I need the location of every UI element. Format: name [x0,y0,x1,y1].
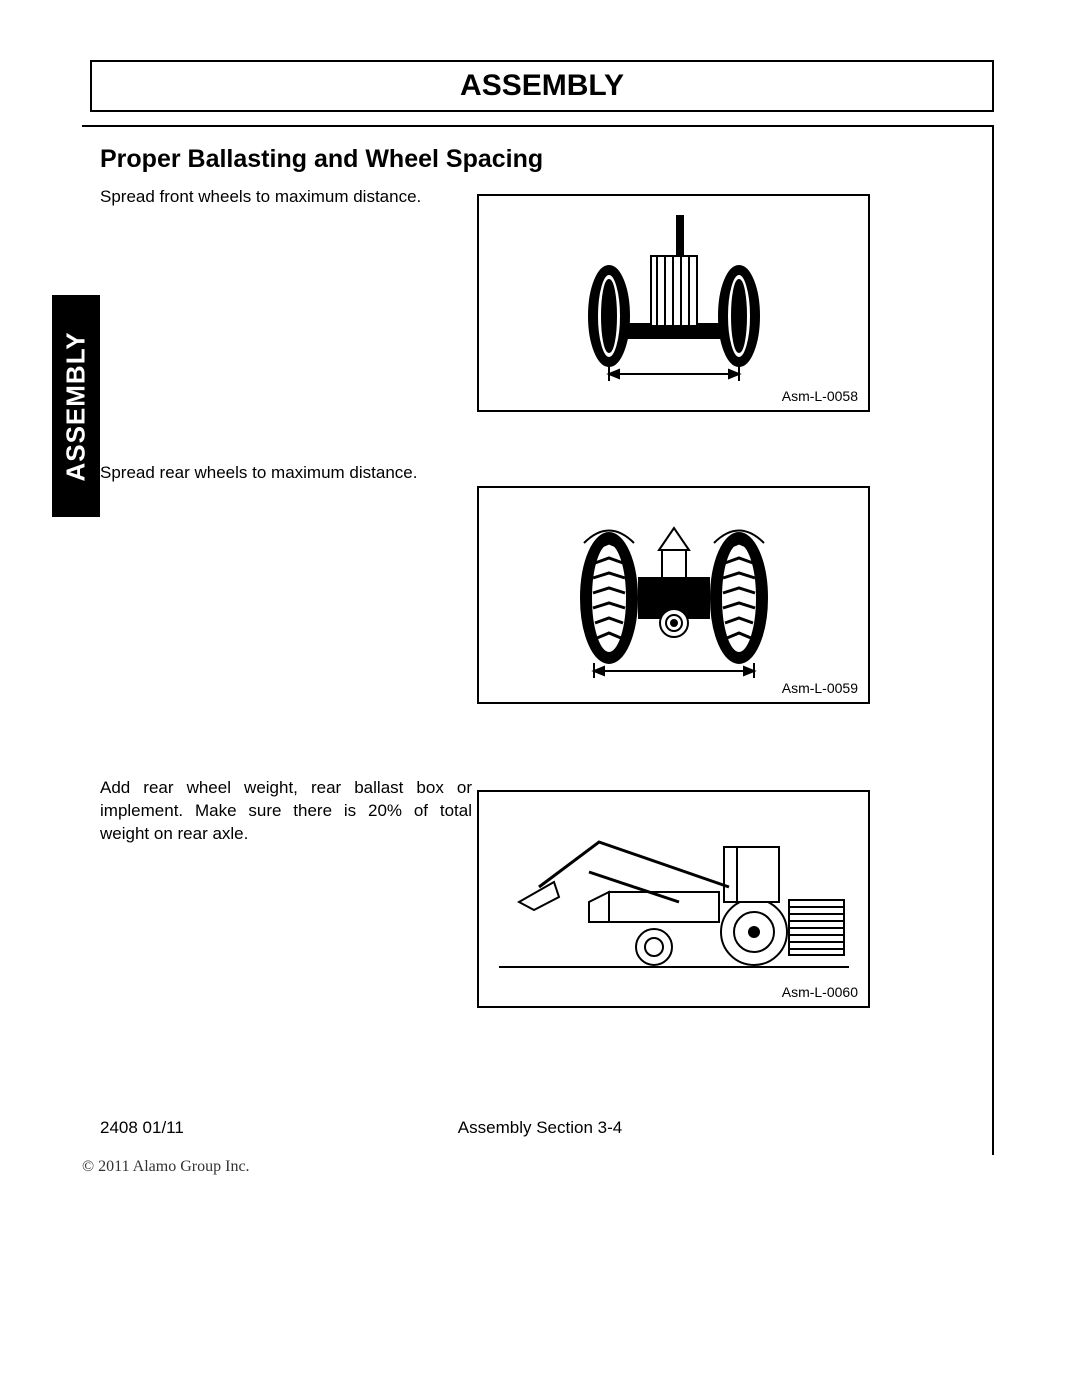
page-header-box: ASSEMBLY [90,60,994,112]
figure-rear-wheels: Asm-L-0059 [477,486,870,704]
copyright: © 2011 Alamo Group Inc. [82,1158,250,1176]
tractor-rear-icon [479,488,868,702]
footer-center: Assembly Section 3-4 [0,1118,1080,1138]
figure-label: Asm-L-0060 [782,984,858,1000]
section-subtitle: Proper Ballasting and Wheel Spacing [100,145,543,174]
page-header-title: ASSEMBLY [460,69,624,103]
tractor-side-icon [479,792,868,1006]
figure-front-wheels: Asm-L-0058 [477,194,870,412]
side-tab-label: ASSEMBLY [61,331,92,481]
figure-label: Asm-L-0058 [782,388,858,404]
instruction-rear: Spread rear wheels to maximum distance. [100,462,460,485]
figure-side-ballast: Asm-L-0060 [477,790,870,1008]
instruction-front: Spread front wheels to maximum distance. [100,186,460,209]
page: ASSEMBLY ASSEMBLY Proper Ballasting and … [0,0,1080,1397]
tractor-front-icon [479,196,868,410]
figure-label: Asm-L-0059 [782,680,858,696]
instruction-ballast: Add rear wheel weight, rear ballast box … [100,777,472,846]
side-tab: ASSEMBLY [52,295,100,517]
